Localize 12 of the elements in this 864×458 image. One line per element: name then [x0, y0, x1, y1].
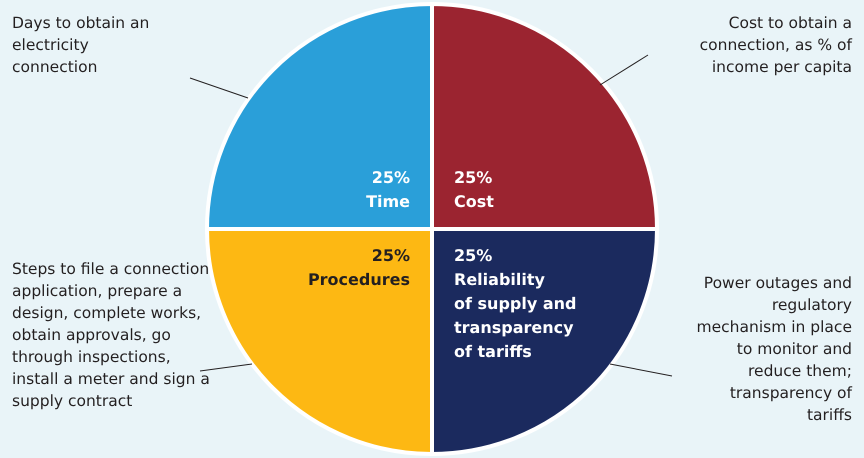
slice-label: Time — [366, 192, 410, 211]
text: Power outages and regulatory mechanism in place to monitor and reduce them; transparency of tariffs — [696, 273, 852, 426]
data-label: 25% — [454, 246, 492, 265]
data-label: 25% — [454, 168, 492, 187]
text: Cost to obtain a connection, as % of income per capita — [698, 13, 852, 78]
text: Days to obtain an electricity connection — [12, 13, 150, 78]
slice-label: Reliability of supply and transparency of tariffs — [454, 270, 576, 361]
slice-label: Cost — [454, 192, 494, 211]
data-label: 25% — [372, 168, 410, 187]
data-label: 25% — [372, 246, 410, 265]
slice-label: Procedures — [308, 270, 410, 289]
text: Steps to file a connection application, prepare a design, complete works, obtain approvals, go through inspections, install a meter and sign a supply contract — [12, 259, 211, 412]
